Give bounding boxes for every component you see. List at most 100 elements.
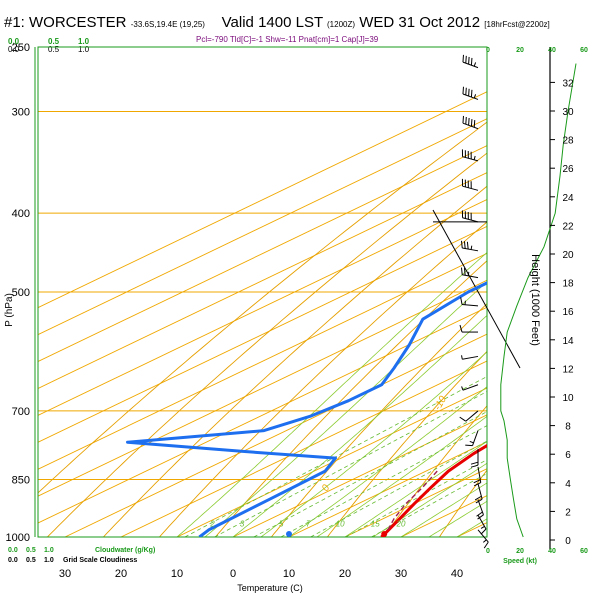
mixing-ratio-line xyxy=(184,376,487,537)
speed-tick-bottom: 60 xyxy=(580,548,588,555)
moist-adiabat-line xyxy=(288,386,487,537)
speed-tick-top: 40 xyxy=(548,47,556,54)
height-tick-label: 6 xyxy=(565,450,571,461)
wind-barb-flag xyxy=(462,86,464,95)
isotherm-label: 0 xyxy=(320,483,333,494)
speed-tick-bottom: 40 xyxy=(548,548,556,555)
speed-tick-top: 0 xyxy=(486,47,490,54)
dry-adiabat-line xyxy=(159,221,487,537)
top-green-tick-2: 1.0 xyxy=(78,37,90,46)
height-tick-label: 0 xyxy=(565,536,571,547)
speed-tick-bottom: 20 xyxy=(516,548,524,555)
wind-barb-flag xyxy=(459,324,463,333)
y-axis-title: P (hPa) xyxy=(4,293,15,327)
wind-barb xyxy=(460,240,479,252)
dry-adiabat-line xyxy=(38,121,487,494)
wind-barb-flag xyxy=(465,116,467,125)
speed-axis-label: Speed (kt) xyxy=(503,558,537,565)
wind-barb-flag xyxy=(460,267,463,275)
mixing-ratio-label: 3 xyxy=(240,520,245,529)
dry-adiabat-line xyxy=(383,405,487,537)
wind-barb xyxy=(460,267,479,279)
wind-barb-flag xyxy=(474,495,482,501)
mixing-ratio-line xyxy=(345,459,487,537)
axis-labels: 2357101520-40-30-20-10010203002503004005… xyxy=(4,42,588,593)
moist-adiabat-line xyxy=(176,251,487,537)
dry-adiabat-line xyxy=(215,260,487,537)
height-axis-title: Height (1000 Feet) xyxy=(529,254,541,346)
height-tick-label: 30 xyxy=(562,107,574,118)
top-black-tick-2: 1.0 xyxy=(78,45,90,54)
wind-barb-staff xyxy=(462,303,479,307)
mixing-ratio-lines xyxy=(184,376,487,537)
moist-adiabat-line xyxy=(316,415,487,537)
top-green-tick-1: 0.5 xyxy=(48,37,60,46)
mixing-ratio-label: 2 xyxy=(209,520,215,529)
pressure-label: 700 xyxy=(12,406,30,418)
dry-adiabat-line xyxy=(103,185,487,537)
height-tick-label: 4 xyxy=(565,479,571,490)
isotherm-line xyxy=(64,333,487,537)
isobar-lines xyxy=(38,47,487,537)
wind-barb-flag xyxy=(473,62,477,67)
wind-barb xyxy=(461,355,479,360)
isotherm-line xyxy=(513,47,600,537)
height-tick-label: 12 xyxy=(562,364,574,375)
wind-barb-staff xyxy=(462,247,479,252)
x-tick-label: 0 xyxy=(230,568,236,580)
surface-temperature-dot xyxy=(381,531,388,537)
height-tick-label: 18 xyxy=(562,279,574,290)
wind-barb-staff xyxy=(465,410,479,422)
wind-barb xyxy=(465,430,479,447)
utc-time: (1200Z) xyxy=(327,20,356,29)
wind-barb-flag xyxy=(468,117,470,126)
cloudwater-tick: 0.0 xyxy=(8,547,18,554)
height-tick-label: 10 xyxy=(562,393,574,404)
height-tick-label: 2 xyxy=(565,507,571,518)
wind-barb xyxy=(459,410,479,422)
mixing-ratio-line xyxy=(253,411,487,537)
wind-barb-flag xyxy=(480,525,485,529)
cloudiness-tick: 0.5 xyxy=(26,557,36,564)
wind-barb xyxy=(460,297,479,307)
speed-tick-bottom: 0 xyxy=(486,548,490,555)
wind-barb-flag xyxy=(470,57,473,66)
mixing-ratio-label: 15 xyxy=(371,520,380,529)
wind-barb-flag xyxy=(468,88,470,97)
wind-barb xyxy=(461,178,479,191)
station-title: #1: WORCESTER xyxy=(4,14,127,31)
dry-adiabat-line xyxy=(495,47,600,537)
moist-adiabat-line xyxy=(260,351,487,537)
wind-barb-flag xyxy=(482,539,487,543)
wind-barb-flag xyxy=(461,355,463,360)
isotherm-label: -10 xyxy=(432,394,449,412)
wind-barb xyxy=(461,210,479,223)
height-tick-label: 26 xyxy=(562,164,574,175)
height-tick-label: 8 xyxy=(565,422,571,433)
mixing-ratio-label: 7 xyxy=(306,520,311,529)
wind-barb-flag xyxy=(459,416,467,422)
wind-barb-staff xyxy=(477,529,489,543)
cloudwater-tick: 0.5 xyxy=(26,547,36,554)
cloudiness-tick: 1.0 xyxy=(44,557,54,564)
moist-adiabat-line xyxy=(232,314,487,537)
wind-barb-flag xyxy=(462,115,464,124)
top-green-tick-0: 0.0 xyxy=(8,37,20,46)
moist-adiabat-line xyxy=(400,482,487,537)
dry-adiabat-line xyxy=(551,47,600,537)
wind-barb xyxy=(461,149,479,162)
wind-barb-flag xyxy=(462,54,464,63)
mixing-ratio-label: 20 xyxy=(396,520,406,529)
wind-barb-staff xyxy=(477,499,484,515)
pressure-label: 1000 xyxy=(6,532,30,544)
moist-adiabat-lines xyxy=(176,251,487,537)
wind-barb xyxy=(476,499,484,520)
wind-barb xyxy=(474,483,483,504)
wind-barb-flag xyxy=(475,498,483,504)
speed-tick-top: 20 xyxy=(516,47,524,54)
dry-adiabat-line xyxy=(439,469,487,537)
cloudwater-tick: 1.0 xyxy=(44,547,54,554)
x-tick-label: 10 xyxy=(171,568,183,580)
wind-barb-flag xyxy=(477,514,484,520)
surface-dewpoint-dot xyxy=(286,531,292,537)
